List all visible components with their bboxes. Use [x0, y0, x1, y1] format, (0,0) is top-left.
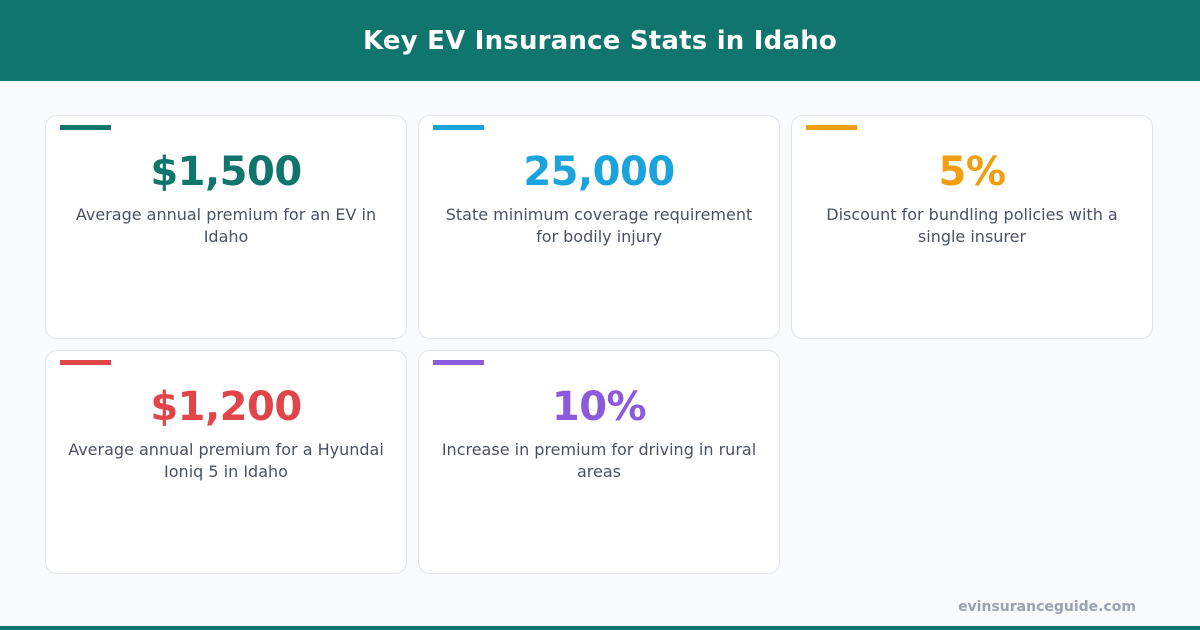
stat-description: Average annual premium for an EV in Idah…: [75, 205, 377, 246]
stat-card-rural-increase: 10% Increase in premium for driving in r…: [418, 350, 780, 574]
card-accent-bar: [433, 125, 484, 130]
stat-card-ioniq5-premium: $1,200 Average annual premium for a Hyun…: [45, 350, 407, 574]
stat-value: $1,200: [150, 384, 302, 430]
stat-description: Discount for bundling policies with a si…: [826, 205, 1118, 246]
stat-card-average-ev-premium: $1,500 Average annual premium for an EV …: [45, 115, 407, 339]
stat-value: 5%: [938, 149, 1006, 195]
stat-description: State minimum coverage requirement for b…: [445, 205, 753, 246]
bottom-accent-bar: [0, 626, 1200, 630]
card-accent-bar: [806, 125, 857, 130]
card-accent-bar: [433, 360, 484, 365]
header-banner: Key EV Insurance Stats in Idaho: [0, 0, 1200, 81]
page-title: Key EV Insurance Stats in Idaho: [363, 25, 837, 56]
stat-description: Average annual premium for a Hyundai Ion…: [68, 440, 384, 481]
stat-value: 10%: [551, 384, 647, 430]
stat-card-bundling-discount: 5% Discount for bundling policies with a…: [791, 115, 1153, 339]
stat-value: $1,500: [150, 149, 302, 195]
site-attribution: evinsuranceguide.com: [958, 599, 1136, 615]
stat-card-minimum-coverage: 25,000 State minimum coverage requiremen…: [418, 115, 780, 339]
stat-description: Increase in premium for driving in rural…: [441, 440, 757, 481]
card-accent-bar: [60, 360, 111, 365]
card-accent-bar: [60, 125, 111, 130]
stat-value: 25,000: [523, 149, 675, 195]
